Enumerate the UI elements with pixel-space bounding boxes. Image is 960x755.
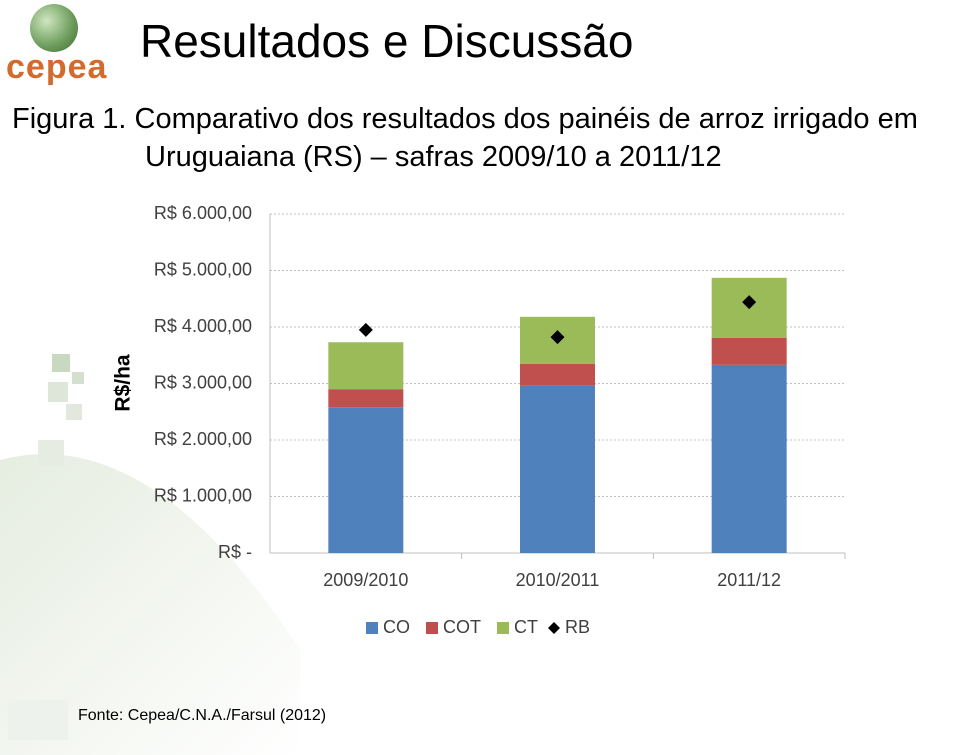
logo-globe [30, 4, 78, 52]
legend-label: COT [443, 617, 481, 637]
legend-marker [548, 622, 560, 634]
x-tick-label: 2010/2011 [516, 570, 600, 590]
y-tick-label: R$ 4.000,00 [154, 316, 252, 336]
source-note: Fonte: Cepea/C.N.A./Farsul (2012) [78, 707, 327, 724]
bar-segment [520, 385, 595, 553]
marker [358, 322, 373, 337]
x-tick-label: 2009/2010 [323, 570, 408, 590]
y-tick-label: R$ 2.000,00 [154, 429, 252, 449]
y-axis-label: R$/ha [112, 354, 135, 412]
bar-segment [328, 342, 404, 390]
slide-title: Resultados e Discussão [140, 15, 634, 67]
legend-label: CO [383, 617, 410, 637]
marker [550, 330, 565, 345]
legend-label: RB [565, 617, 590, 637]
bar-segment [328, 389, 404, 408]
bar-segment [711, 337, 787, 365]
bar-segment [520, 363, 595, 386]
y-tick-label: R$ 5.000,00 [154, 259, 252, 279]
y-tick-label: R$ 1.000,00 [154, 485, 252, 505]
legend-swatch [497, 622, 509, 634]
y-tick-label: R$ 6.000,00 [154, 203, 252, 223]
y-tick-label: R$ - [218, 542, 252, 562]
bar-segment [328, 407, 404, 553]
marker [742, 295, 757, 310]
y-tick-label: R$ 3.000,00 [154, 372, 252, 392]
logo: cepea [6, 48, 108, 86]
legend-swatch [426, 622, 438, 634]
legend-swatch [366, 622, 378, 634]
x-tick-label: 2011/12 [717, 570, 781, 590]
legend-label: CT [514, 617, 538, 637]
bar-segment [711, 364, 787, 553]
figure-caption: Figura 1. Comparativo dos resultados dos… [12, 103, 918, 173]
